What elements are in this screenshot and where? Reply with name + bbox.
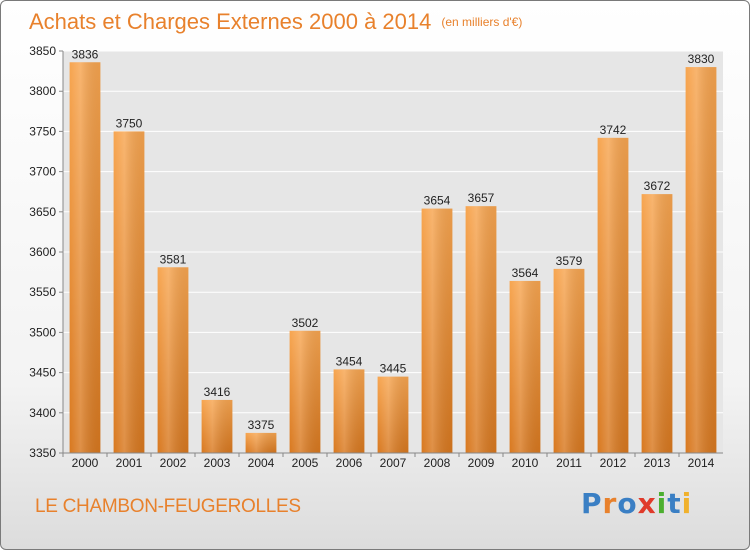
x-axis-labels: 2000 2001 2002 2003 2004 2005 2006 2007 2008 2009… [62,453,715,470]
x-tick-label: 2009 [468,456,495,470]
bar-shine [113,131,145,453]
bar-value-label: 3581 [160,252,187,266]
bar-value-label: 3445 [380,362,407,376]
bar-shine [685,67,717,453]
x-tick-label: 2006 [336,456,363,470]
bar-shine [157,267,189,453]
x-tick-label: 2008 [424,456,451,470]
bar-value-label: 3564 [512,266,539,280]
bar-shine [201,399,233,453]
logo-letter: x [637,487,657,520]
x-tick-label: 2004 [248,456,275,470]
bar-shine [421,208,453,453]
y-tick-label: 3700 [29,165,56,179]
bar-value-label: 3672 [644,179,671,193]
y-tick-label: 3400 [29,406,56,420]
bar-shine [245,432,277,453]
bar-shine [641,194,673,453]
chart-unit: (en milliers d'€) [441,15,523,29]
y-tick-label: 3800 [29,84,56,98]
bar-value-label: 3750 [116,116,143,130]
x-tick-label: 2014 [688,456,715,470]
y-tick-label: 3600 [29,245,56,259]
y-tick-label: 3500 [29,325,56,339]
y-tick-label: 3850 [29,44,56,58]
y-tick-label: 3650 [29,205,56,219]
x-tick-label: 2005 [292,456,319,470]
bar-shine [465,206,497,453]
bar-value-label: 3742 [600,123,627,137]
bar-value-label: 3375 [248,418,275,432]
bar-shine [69,62,101,453]
chart-title: Achats et Charges Externes 2000 à 2014 (e… [29,9,522,35]
bar-value-label: 3416 [204,385,231,399]
x-tick-label: 2002 [160,456,187,470]
x-tick-label: 2012 [600,456,627,470]
chart-title-text: Achats et Charges Externes 2000 à 2014 [29,9,432,34]
place-name: LE CHAMBON-FEUGEROLLES [35,496,301,517]
bar-value-label: 3830 [688,52,715,66]
y-tick-label: 3750 [29,124,56,138]
x-tick-label: 2013 [644,456,671,470]
bars: 3836 3750 3581 3416 3375 3502 3454 3445 3654 3657… [69,47,717,453]
bar-value-label: 3502 [292,316,319,330]
y-tick-label: 3450 [29,366,56,380]
y-axis-labels: 3350 3400 3450 3500 3550 3600 3650 3700 3750 3800… [29,44,56,460]
x-tick-label: 2000 [72,456,99,470]
bar-shine [377,376,409,453]
bar-value-label: 3454 [336,354,363,368]
x-tick-label: 2007 [380,456,407,470]
bar-value-label: 3657 [468,191,495,205]
y-tick-label: 3350 [29,446,56,460]
logo-letter: o [617,487,638,520]
x-tick-label: 2010 [512,456,539,470]
logo-letter: i [681,487,693,520]
y-tick-label: 3550 [29,285,56,299]
proxiti-logo: Proxiti [581,487,692,520]
logo-letter: i [656,487,668,520]
x-tick-label: 2011 [556,456,582,470]
bar-shine [333,369,365,453]
x-tick-label: 2001 [116,456,143,470]
bar-shine [509,280,541,453]
logo-letter: r [602,487,618,520]
bar-shine [597,137,629,453]
bar-value-label: 3579 [556,254,583,268]
logo-letter: P [581,487,603,520]
logo-letter: t [667,487,682,520]
x-tick-label: 2003 [204,456,231,470]
bar-shine [289,330,321,453]
bar-shine [553,268,585,453]
bar-value-label: 3836 [72,47,99,61]
bar-value-label: 3654 [424,194,451,208]
